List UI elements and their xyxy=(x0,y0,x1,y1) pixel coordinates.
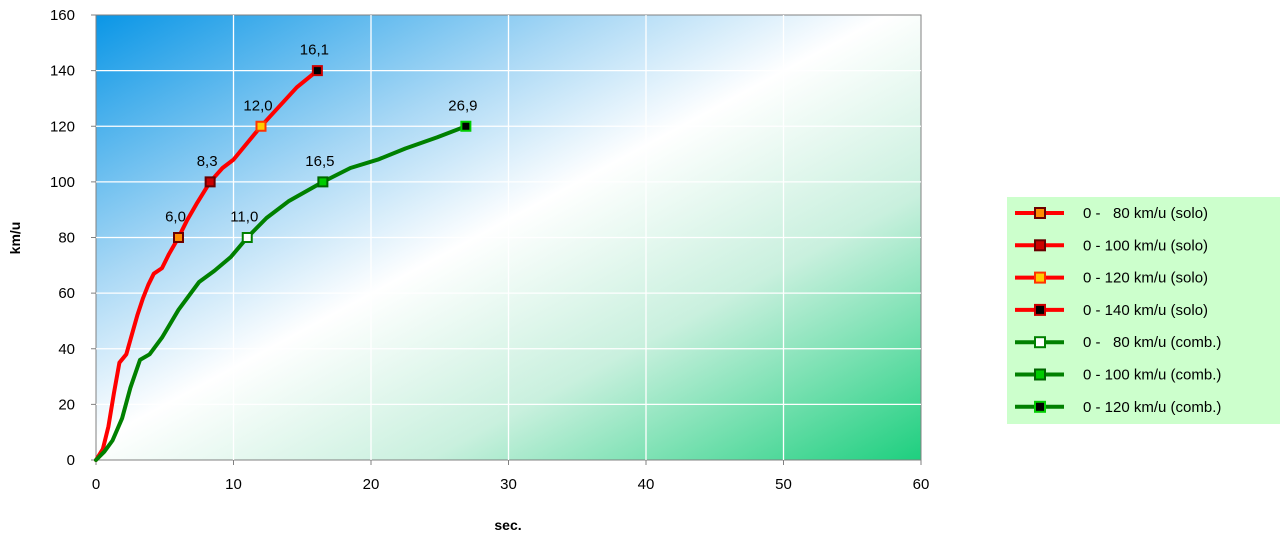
x-tick-label: 60 xyxy=(913,476,930,493)
x-tick-label: 30 xyxy=(500,476,517,493)
legend-entry-label: 0 - 140 km/u (solo) xyxy=(1083,302,1208,319)
legend-entry-label: 0 - 100 km/u (comb.) xyxy=(1083,367,1221,384)
series-lines xyxy=(94,68,468,462)
data-markers xyxy=(173,65,472,243)
axis-ticks: 0 10 20 30 40 50 60 0 20 40 60 80 100 120 140 160 xyxy=(50,7,929,493)
y-tick-label: 100 xyxy=(50,174,75,191)
data-label: 8,3 xyxy=(197,153,218,170)
x-tick-label: 20 xyxy=(363,476,380,493)
y-tick-label: 140 xyxy=(50,63,75,80)
legend-marker-swatch xyxy=(1034,239,1046,252)
data-point xyxy=(317,176,329,188)
y-tick-label: 80 xyxy=(58,230,75,247)
data-label: 26,9 xyxy=(448,97,477,114)
gridlines xyxy=(96,15,921,460)
data-point xyxy=(311,65,323,77)
x-tick-label: 50 xyxy=(775,476,792,493)
data-point xyxy=(241,232,253,243)
x-tick-label: 10 xyxy=(225,476,242,493)
data-point xyxy=(255,120,267,132)
series-line xyxy=(94,68,320,462)
legend-marker-swatch xyxy=(1034,271,1046,284)
y-tick-label: 160 xyxy=(50,7,75,24)
legend-marker-swatch xyxy=(1034,303,1046,316)
data-point xyxy=(460,120,472,132)
legend-marker-swatch xyxy=(1034,368,1046,381)
legend-marker-swatch xyxy=(1034,336,1046,349)
legend-entry-label: 0 - 100 km/u (solo) xyxy=(1083,237,1208,254)
data-label: 16,1 xyxy=(300,42,329,59)
y-tick-label: 120 xyxy=(50,118,75,135)
data-label: 6,0 xyxy=(165,209,186,226)
legend-entry-label: 0 - 80 km/u (solo) xyxy=(1083,205,1208,222)
legend-marker-swatch xyxy=(1034,400,1046,413)
y-tick-label: 20 xyxy=(58,396,75,413)
legend: 0 - 80 km/u (solo) 0 - 100 km/u (solo) 0 -… xyxy=(1007,197,1280,424)
legend-marker-swatch xyxy=(1034,207,1046,219)
legend-entry-label: 0 - 120 km/u (solo) xyxy=(1083,270,1208,287)
data-point xyxy=(173,232,184,243)
series-line xyxy=(94,124,468,462)
y-tick-label: 60 xyxy=(58,285,75,302)
x-tick-label: 0 xyxy=(92,476,100,493)
legend-entry-label: 0 - 120 km/u (comb.) xyxy=(1083,399,1221,416)
data-label: 16,5 xyxy=(305,153,334,170)
y-tick-label: 0 xyxy=(67,452,75,469)
data-labels: 6,0 8,3 12,0 16,1 11,0 16,5 26,9 xyxy=(165,42,477,226)
y-axis-title: km/u xyxy=(7,222,23,255)
legend-entry-label: 0 - 80 km/u (comb.) xyxy=(1083,334,1221,351)
y-tick-label: 40 xyxy=(58,341,75,358)
data-point xyxy=(204,176,216,188)
x-axis-title: sec. xyxy=(494,517,521,533)
data-label: 11,0 xyxy=(230,209,258,226)
x-tick-label: 40 xyxy=(638,476,655,493)
data-label: 12,0 xyxy=(243,97,272,114)
